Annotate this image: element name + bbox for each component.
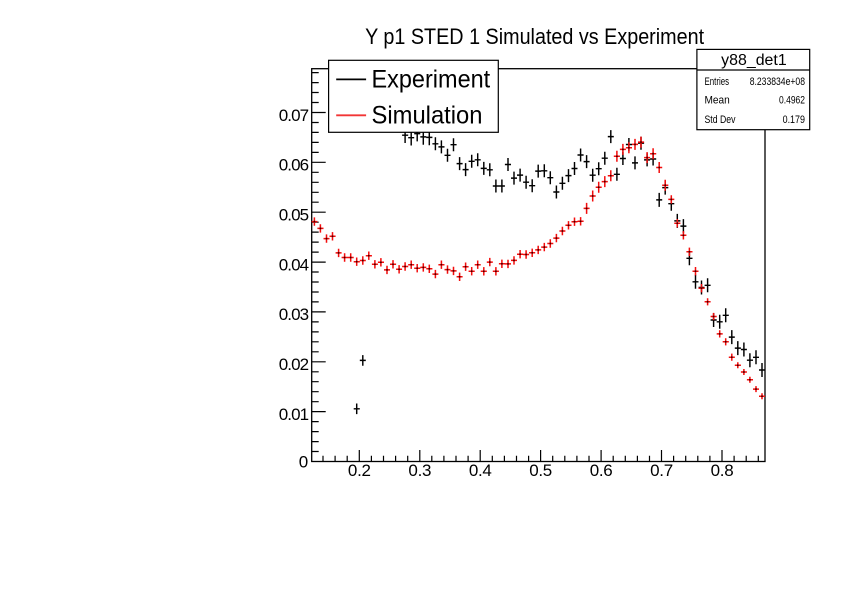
svg-text:0.07: 0.07 [279,106,309,125]
svg-text:0.7: 0.7 [650,461,673,480]
svg-text:0.179: 0.179 [783,114,805,126]
svg-text:0.2: 0.2 [348,461,371,480]
svg-text:Mean: Mean [705,95,730,107]
svg-text:y88_det1: y88_det1 [721,52,787,69]
svg-text:Experiment: Experiment [372,66,491,94]
svg-text:0.3: 0.3 [408,461,431,480]
svg-text:0.04: 0.04 [279,255,309,274]
svg-text:0.05: 0.05 [279,206,309,225]
svg-text:0.03: 0.03 [279,305,309,324]
svg-text:0.8: 0.8 [711,461,734,480]
svg-text:Entries: Entries [705,76,730,88]
svg-text:0.6: 0.6 [590,461,613,480]
svg-text:Simulation: Simulation [372,102,483,130]
svg-text:0.5: 0.5 [529,461,552,480]
svg-text:Std Dev: Std Dev [705,114,736,126]
svg-text:0.01: 0.01 [279,405,309,424]
svg-text:0.4: 0.4 [469,461,492,480]
svg-text:Y p1 STED 1 Simulated vs Exper: Y p1 STED 1 Simulated vs Experiment [365,24,704,49]
svg-text:0.06: 0.06 [279,156,309,175]
svg-text:0.4962: 0.4962 [779,95,805,107]
svg-text:0.02: 0.02 [279,355,309,374]
svg-text:8.233834e+08: 8.233834e+08 [750,76,805,88]
svg-text:0: 0 [299,453,308,472]
